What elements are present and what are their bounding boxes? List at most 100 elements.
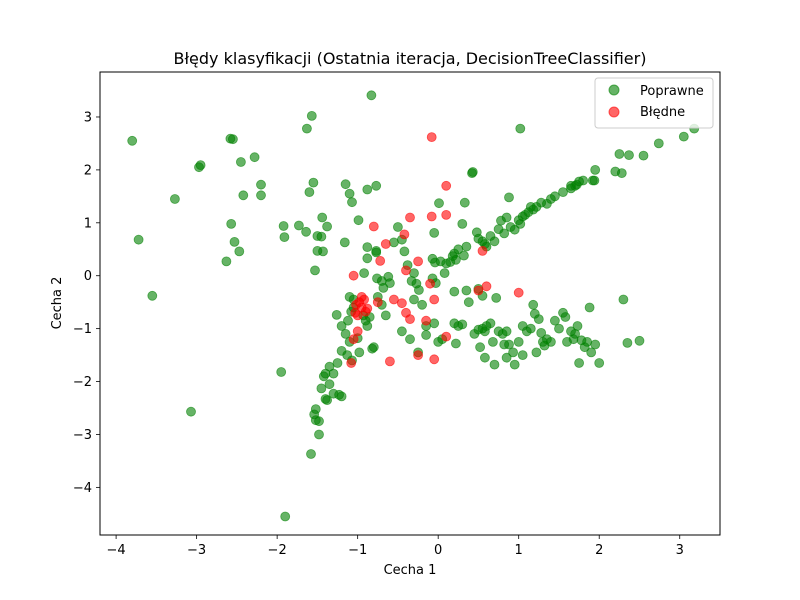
point-poprawne xyxy=(314,429,324,440)
point-bledne xyxy=(362,303,373,314)
point-poprawne xyxy=(306,449,316,459)
point-poprawne xyxy=(306,111,317,121)
point-poprawne xyxy=(485,318,496,329)
point-poprawne xyxy=(368,342,379,353)
point-poprawne xyxy=(572,321,583,331)
point-poprawne xyxy=(339,237,350,248)
point-poprawne xyxy=(384,278,395,289)
y-axis-label: Cecha 2 xyxy=(50,277,65,330)
point-poprawne xyxy=(550,315,560,326)
y-tick-label: 3 xyxy=(84,110,92,125)
point-poprawne xyxy=(366,90,377,101)
point-bledne xyxy=(441,209,452,220)
point-poprawne xyxy=(614,149,625,159)
point-poprawne xyxy=(127,135,138,146)
point-poprawne xyxy=(133,234,144,245)
point-poprawne xyxy=(499,228,510,239)
point-poprawne xyxy=(316,383,327,394)
point-poprawne xyxy=(421,330,432,340)
x-tick-label: −4 xyxy=(107,543,126,558)
point-poprawne xyxy=(378,282,389,293)
legend: Poprawne Błędne xyxy=(594,77,714,129)
point-poprawne xyxy=(293,220,304,231)
y-tick-label: −2 xyxy=(73,375,92,390)
x-tick-label: −1 xyxy=(348,543,367,558)
point-poprawne xyxy=(336,321,347,331)
point-bledne xyxy=(413,256,424,267)
point-poprawne xyxy=(467,167,478,177)
point-poprawne xyxy=(434,198,444,209)
legend-marker-bledne xyxy=(608,106,620,118)
point-bledne xyxy=(396,298,407,309)
point-poprawne xyxy=(238,190,249,201)
point-poprawne xyxy=(318,246,328,257)
point-poprawne xyxy=(147,290,158,301)
x-tick-label: 0 xyxy=(434,543,442,558)
point-poprawne xyxy=(533,314,544,325)
point-poprawne xyxy=(653,138,664,149)
point-poprawne xyxy=(316,231,327,242)
point-poprawne xyxy=(461,285,472,296)
point-bledne xyxy=(359,294,370,305)
point-bledne xyxy=(399,229,410,240)
point-bledne xyxy=(352,326,363,337)
point-poprawne xyxy=(501,352,512,363)
point-poprawne xyxy=(336,345,347,356)
point-poprawne xyxy=(531,347,542,358)
point-poprawne xyxy=(582,336,592,347)
point-poprawne xyxy=(594,358,605,368)
point-poprawne xyxy=(332,358,343,368)
point-poprawne xyxy=(458,250,469,261)
point-poprawne xyxy=(195,160,206,171)
point-poprawne xyxy=(560,312,571,322)
point-poprawne xyxy=(429,318,440,329)
point-bledne xyxy=(441,180,452,191)
point-poprawne xyxy=(574,358,584,368)
point-poprawne xyxy=(525,201,536,212)
y-tick-label: 0 xyxy=(84,269,92,284)
y-tick-label: −4 xyxy=(73,481,92,496)
point-bledne xyxy=(350,307,361,318)
point-poprawne xyxy=(450,254,461,265)
x-tick-label: 1 xyxy=(515,543,523,558)
point-poprawne xyxy=(405,334,415,345)
legend-marker-poprawne xyxy=(608,84,620,96)
x-tick-label: −2 xyxy=(268,543,287,558)
y-tick-label: 2 xyxy=(84,163,92,178)
point-poprawne xyxy=(457,218,468,229)
point-poprawne xyxy=(353,215,364,226)
point-poprawne xyxy=(340,179,351,190)
point-poprawne xyxy=(229,236,240,247)
point-poprawne xyxy=(634,335,645,346)
point-poprawne xyxy=(487,336,498,347)
point-poprawne xyxy=(249,152,260,163)
point-poprawne xyxy=(371,180,382,191)
point-poprawne xyxy=(638,150,649,161)
point-poprawne xyxy=(354,347,365,358)
point-bledne xyxy=(346,358,357,368)
point-poprawne xyxy=(463,297,474,308)
point-poprawne xyxy=(491,292,502,303)
point-poprawne xyxy=(340,328,351,339)
point-poprawne xyxy=(624,150,634,161)
chart-title: Błędy klasyfikacji (Ostatnia iteracja, D… xyxy=(174,49,647,68)
point-poprawne xyxy=(331,309,342,320)
point-poprawne xyxy=(304,187,315,198)
point-poprawne xyxy=(450,338,461,349)
point-bledne xyxy=(421,315,432,326)
y-tick-label: −3 xyxy=(73,428,92,443)
point-poprawne xyxy=(449,286,460,297)
point-poprawne xyxy=(550,191,560,202)
point-poprawne xyxy=(362,321,373,331)
point-poprawne xyxy=(554,323,564,334)
x-tick-label: 3 xyxy=(676,543,684,558)
point-poprawne xyxy=(380,310,391,321)
legend-label-bledne: Błędne xyxy=(640,105,685,120)
point-bledne xyxy=(380,239,391,249)
point-poprawne xyxy=(226,218,237,229)
point-poprawne xyxy=(320,394,331,404)
point-poprawne xyxy=(528,299,539,310)
point-bledne xyxy=(348,270,359,281)
point-poprawne xyxy=(618,294,629,305)
point-poprawne xyxy=(334,389,345,400)
